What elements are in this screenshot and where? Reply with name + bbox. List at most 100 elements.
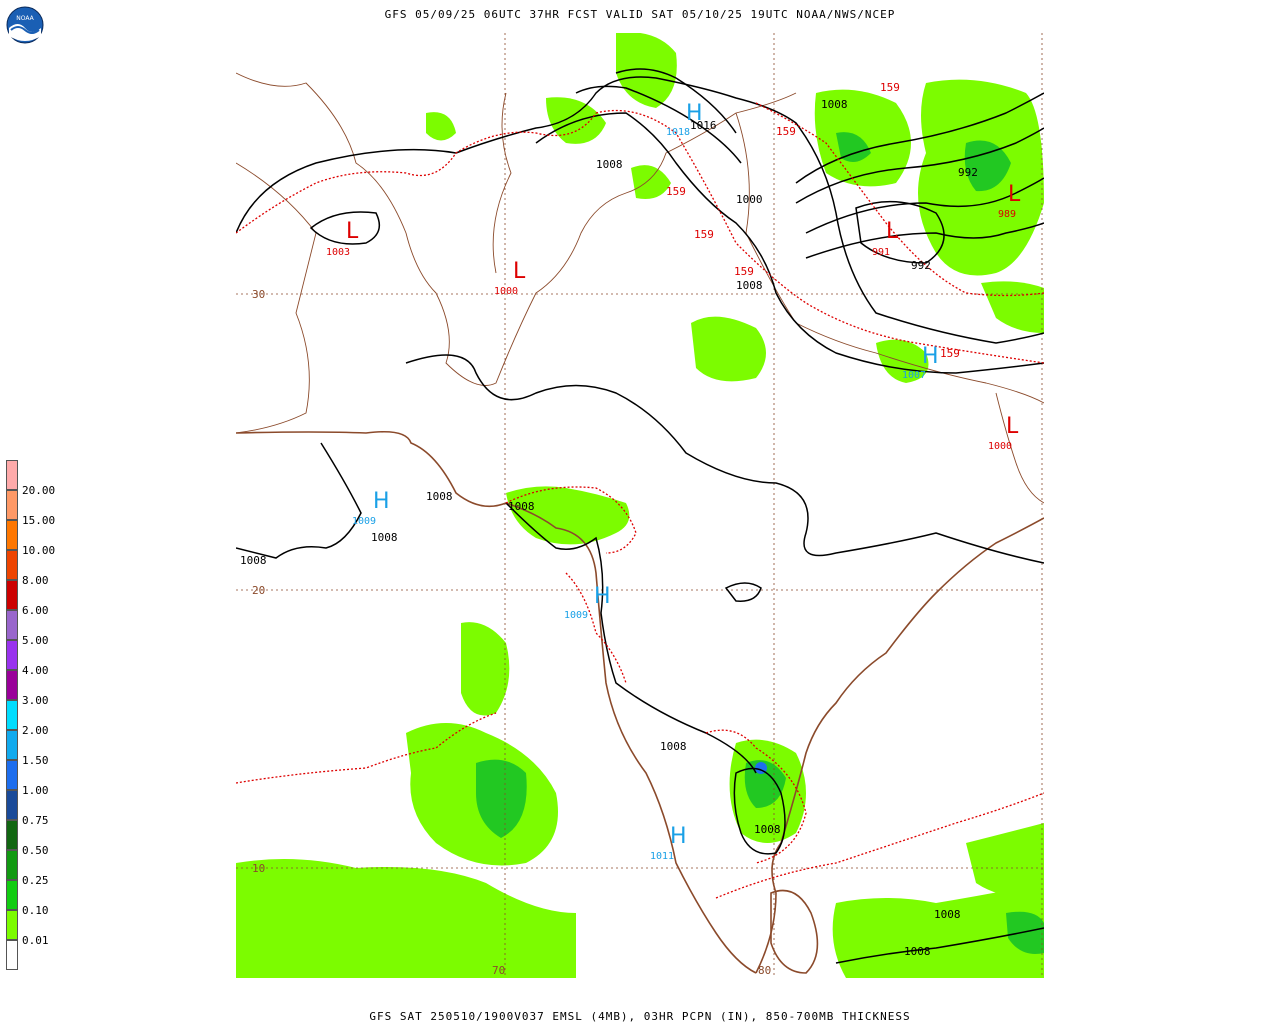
- high-center-value: 1011: [650, 851, 674, 862]
- border: [236, 72, 797, 386]
- isobar: [236, 76, 1044, 344]
- legend-swatch: [6, 850, 18, 880]
- weather-map: H L L L L H L H H H 1018 1003 1000 991 9…: [236, 33, 1044, 978]
- high-center-letter: H: [594, 584, 611, 609]
- legend-swatch: [6, 940, 18, 970]
- legend-label: 10.00: [22, 544, 56, 557]
- legend-swatch: [6, 460, 18, 490]
- isobar: [236, 442, 362, 559]
- isobar-label: 1000: [736, 193, 763, 206]
- pressure-values: 1018 1003 1000 991 989 1007 1000 1009 10…: [326, 127, 1016, 862]
- thickness-label: 159: [734, 265, 754, 278]
- precip-core: [836, 132, 871, 162]
- legend-label: 0.25: [22, 874, 49, 887]
- thickness-label: 159: [940, 347, 960, 360]
- lon-label: 70: [492, 964, 505, 977]
- precip-area: [236, 859, 576, 978]
- legend-label: 20.00: [22, 484, 56, 497]
- coastline: [236, 430, 1044, 974]
- precip-core: [476, 759, 527, 838]
- precip-area: [506, 486, 630, 545]
- lat-label: 30: [252, 288, 265, 301]
- legend-swatch: [6, 880, 18, 910]
- legend-swatch: [6, 490, 18, 520]
- isobar: [835, 927, 1044, 964]
- isobar: [309, 211, 381, 245]
- isobar: [795, 127, 1044, 204]
- thickness-contour: [236, 712, 497, 784]
- precip-cores: [476, 132, 1044, 954]
- low-center-letter: L: [1006, 414, 1019, 439]
- high-center-value: 1009: [352, 516, 376, 527]
- precip-area: [461, 622, 510, 716]
- legend-swatch: [6, 550, 18, 580]
- high-center-letter: H: [686, 101, 703, 126]
- isobar-label: 1008: [934, 908, 961, 921]
- low-center-letter: L: [513, 259, 526, 284]
- legend-label: 1.00: [22, 784, 49, 797]
- isobar: [733, 767, 786, 855]
- thickness-label: 159: [666, 185, 686, 198]
- legend-swatch: [6, 820, 18, 850]
- isobar-label: 1008: [596, 158, 623, 171]
- isobar: [575, 85, 742, 164]
- political-borders: [236, 72, 1044, 504]
- precip-area: [631, 165, 671, 199]
- isobar-label: 1008: [736, 279, 763, 292]
- legend-swatch: [6, 760, 18, 790]
- isobar-label: 1008: [904, 945, 931, 958]
- low-center-value: 991: [872, 247, 890, 258]
- isobar: [724, 582, 762, 602]
- legend-swatch: [6, 640, 18, 670]
- isobar: [795, 92, 1044, 184]
- isobar-label: 1008: [660, 740, 687, 753]
- high-center-value: 1018: [666, 127, 690, 138]
- precip-area: [426, 112, 456, 141]
- low-center-letter: L: [886, 219, 899, 244]
- legend-swatch: [6, 520, 18, 550]
- legend-label: 5.00: [22, 634, 49, 647]
- isobar-label: 1016: [690, 119, 717, 132]
- legend-label: 0.10: [22, 904, 49, 917]
- coastline-west: [236, 430, 757, 974]
- thickness-contour: [705, 729, 807, 864]
- thickness-contour: [236, 112, 597, 234]
- precip-core: [964, 140, 1011, 192]
- isobar-label: 1008: [508, 500, 535, 513]
- low-center-value: 989: [998, 209, 1016, 220]
- legend-swatch: [6, 910, 18, 940]
- high-center-letter: H: [922, 344, 939, 369]
- isobar-label: 992: [911, 259, 931, 272]
- map-footer: GFS SAT 250510/1900V037 EMSL (4MB), 03HR…: [369, 1010, 911, 1023]
- precip-core: [1006, 911, 1044, 954]
- low-center-letter: L: [1008, 182, 1021, 207]
- thickness-contour: [505, 486, 637, 554]
- low-center-value: 1000: [988, 441, 1012, 452]
- precip-area: [691, 316, 766, 382]
- low-center-letter: L: [346, 219, 359, 244]
- precip-areas: [236, 33, 1044, 978]
- legend-swatch: [6, 610, 18, 640]
- legend-swatch: [6, 730, 18, 760]
- noaa-logo: NOAA: [6, 6, 44, 44]
- thickness-contour: [565, 572, 627, 684]
- thickness-label: 159: [880, 81, 900, 94]
- precip-area: [981, 281, 1044, 333]
- legend-label: 8.00: [22, 574, 49, 587]
- isobars: [236, 68, 1044, 964]
- isobar: [405, 354, 1044, 564]
- isobar-label: 1008: [426, 490, 453, 503]
- noaa-logo-text: NOAA: [16, 15, 34, 22]
- sri-lanka: [770, 889, 819, 974]
- high-center-letter: H: [373, 489, 390, 514]
- grid-labels: 30 20 10 70 80: [252, 288, 771, 977]
- high-center-value: 1007: [902, 370, 926, 381]
- thickness-contour: [755, 102, 1044, 297]
- legend-label: 0.50: [22, 844, 49, 857]
- thickness-label: 159: [694, 228, 714, 241]
- low-center-value: 1003: [326, 247, 350, 258]
- isobar: [855, 200, 945, 264]
- thickness-contours: [236, 102, 1044, 899]
- thickness-labels: 159 159 159 159 159 159: [666, 81, 960, 360]
- legend-swatch: [6, 790, 18, 820]
